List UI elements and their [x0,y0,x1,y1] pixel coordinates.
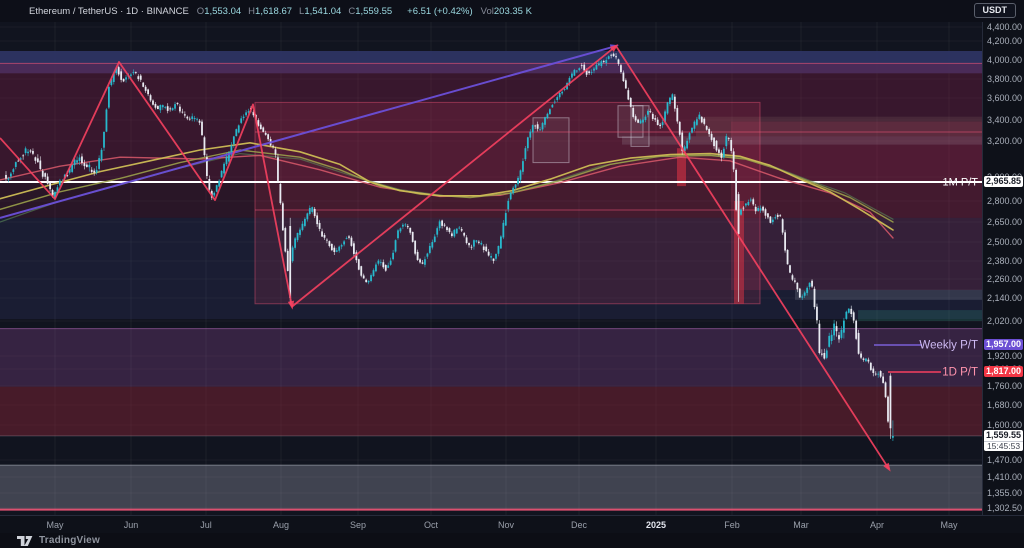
price-tick-label: 1,760.00 [987,381,1023,391]
teal-band-2050 [858,310,982,321]
weekly-pt-badge: 1,957.00 [984,339,1023,350]
pink-zigzag-1 [0,61,293,307]
moving-averages [0,142,894,239]
monthly-pt-level-label: 1M P/T [943,177,979,189]
gray-box-nov [532,117,570,164]
chart-canvas[interactable]: 1M P/T Weekly P/T 1D P/T [0,22,982,515]
weekly-purple-zone [0,328,982,387]
price-chart-svg[interactable]: 1M P/T Weekly P/T 1D P/T [0,22,982,515]
volume-value: 203.35 K [493,5,532,17]
price-axis[interactable]: 4,400.00 4,200.00 4,000.00 3,800.00 3,600.00… [982,22,1024,515]
price-tick-label: 1,920.00 [987,351,1023,361]
pt-levels[interactable]: 1M P/T Weekly P/T 1D P/T [874,177,978,379]
price-tick-label: 2,380.00 [987,256,1023,266]
mid-maroon-zone [0,182,982,218]
price-tick-label: 1,600.00 [987,420,1023,430]
time-tick-label: Jul [200,520,212,530]
time-tick-label: Sep [349,520,367,530]
gray-band-2150 [795,289,982,300]
price-tick-label: 2,500.00 [987,237,1023,247]
symbol-title: Ethereum / TetherUS · 1D · BINANCE [29,5,189,17]
ma-yellow [0,142,894,231]
price-tick-label: 2,800.00 [987,196,1023,206]
tan-band-3300 [696,116,982,137]
pink-zigzag-3 [615,45,890,470]
time-tick-label: Oct [423,520,439,530]
currency-toggle-button[interactable]: USDT [973,3,1016,18]
pink-zigzag-2 [291,45,617,308]
time-tick-label: Jun [123,520,139,530]
price-tick-label: 3,800.00 [987,74,1023,84]
price-tick-label: 4,200.00 [987,36,1023,46]
red-bar-jan [677,148,686,187]
pink-zigzag-3-arrowhead [883,462,891,472]
chart-legend-bar: Ethereum / TetherUS · 1D · BINANCE O1,55… [0,0,1024,22]
time-tick-label: Mar [793,520,809,530]
candlesticks [5,52,894,441]
supply-zone-top [0,50,982,74]
weekly-pt-level-label: Weekly P/T [919,340,978,352]
price-tick-label: 2,260.00 [987,274,1023,284]
price-tick-label: 1,470.00 [987,455,1023,465]
ohlc-item: C1,559.55 [348,5,393,17]
price-tick-label: 1,302.50 [987,503,1023,513]
last-price-badge: 1,559.55 15:45:53 [984,430,1023,451]
daily-pt-level-label: 1D P/T [942,367,978,379]
price-tick-label: 2,650.00 [987,217,1023,227]
time-tick-label: May [940,520,958,530]
daily-pt-badge: 1,817.00 [984,366,1023,377]
price-tick-label: 3,200.00 [987,136,1023,146]
bar-countdown: 15:45:53 [984,441,1023,451]
price-tick-label: 1,355.00 [987,488,1023,498]
purple-trendline [0,45,617,219]
price-tick-label: 3,400.00 [987,115,1023,125]
time-tick-label: Feb [724,520,740,530]
trend-lines[interactable] [0,44,891,472]
ohlc-item: L1,541.04 [299,5,342,17]
price-tick-label: 2,140.00 [987,293,1023,303]
time-tick-label: May [46,520,64,530]
price-tick-label: 1,680.00 [987,400,1023,410]
gray-band-3200 [622,136,982,145]
tradingview-logo-icon[interactable] [17,535,33,547]
tradingview-brand-text[interactable]: TradingView [39,535,100,546]
price-tick-label: 2,020.00 [987,316,1023,326]
ma-red [0,154,894,239]
footer-bar: TradingView [0,533,1024,548]
time-tick-label: Apr [869,520,885,530]
time-axis[interactable]: May Jun Jul Aug Sep Oct Nov Dec 2025 Feb Mar Apr May [0,515,1024,533]
price-tick-label: 3,600.00 [987,93,1023,103]
bottom-gray-zone [0,465,982,509]
symbol-legend[interactable]: Ethereum / TetherUS · 1D · BINANCE O1,55… [29,6,532,17]
monthly-pt-badge: 2,965.85 [984,176,1023,187]
price-tick-label: 1,410.00 [987,472,1023,482]
ohlc-item: O1,553.04 [196,5,242,17]
volume-label: Vol [480,5,494,17]
grid [0,22,982,515]
zones [0,50,982,509]
time-tick-label: 2025 [645,520,667,530]
demand-maroon-zone [0,386,982,436]
change-value: +6.51 (+0.42%) [407,5,473,17]
ohlc-values: O1,553.04 H1,618.67 L1,541.04 C1,559.55 [197,6,399,17]
red-bar-feb [734,201,744,304]
time-tick-label: Nov [497,520,515,530]
price-tick-label: 4,400.00 [987,22,1023,32]
upper-maroon-zone [0,63,982,183]
price-tick-label: 4,000.00 [987,55,1023,65]
volume-readout: Vol203.35 K [481,6,532,17]
time-tick-label: Aug [272,520,290,530]
time-tick-label: Dec [570,520,588,530]
indigo-zone [0,217,982,320]
ohlc-item: H1,618.67 [248,5,293,17]
pink-zigzag-1-arrowhead [287,300,295,310]
